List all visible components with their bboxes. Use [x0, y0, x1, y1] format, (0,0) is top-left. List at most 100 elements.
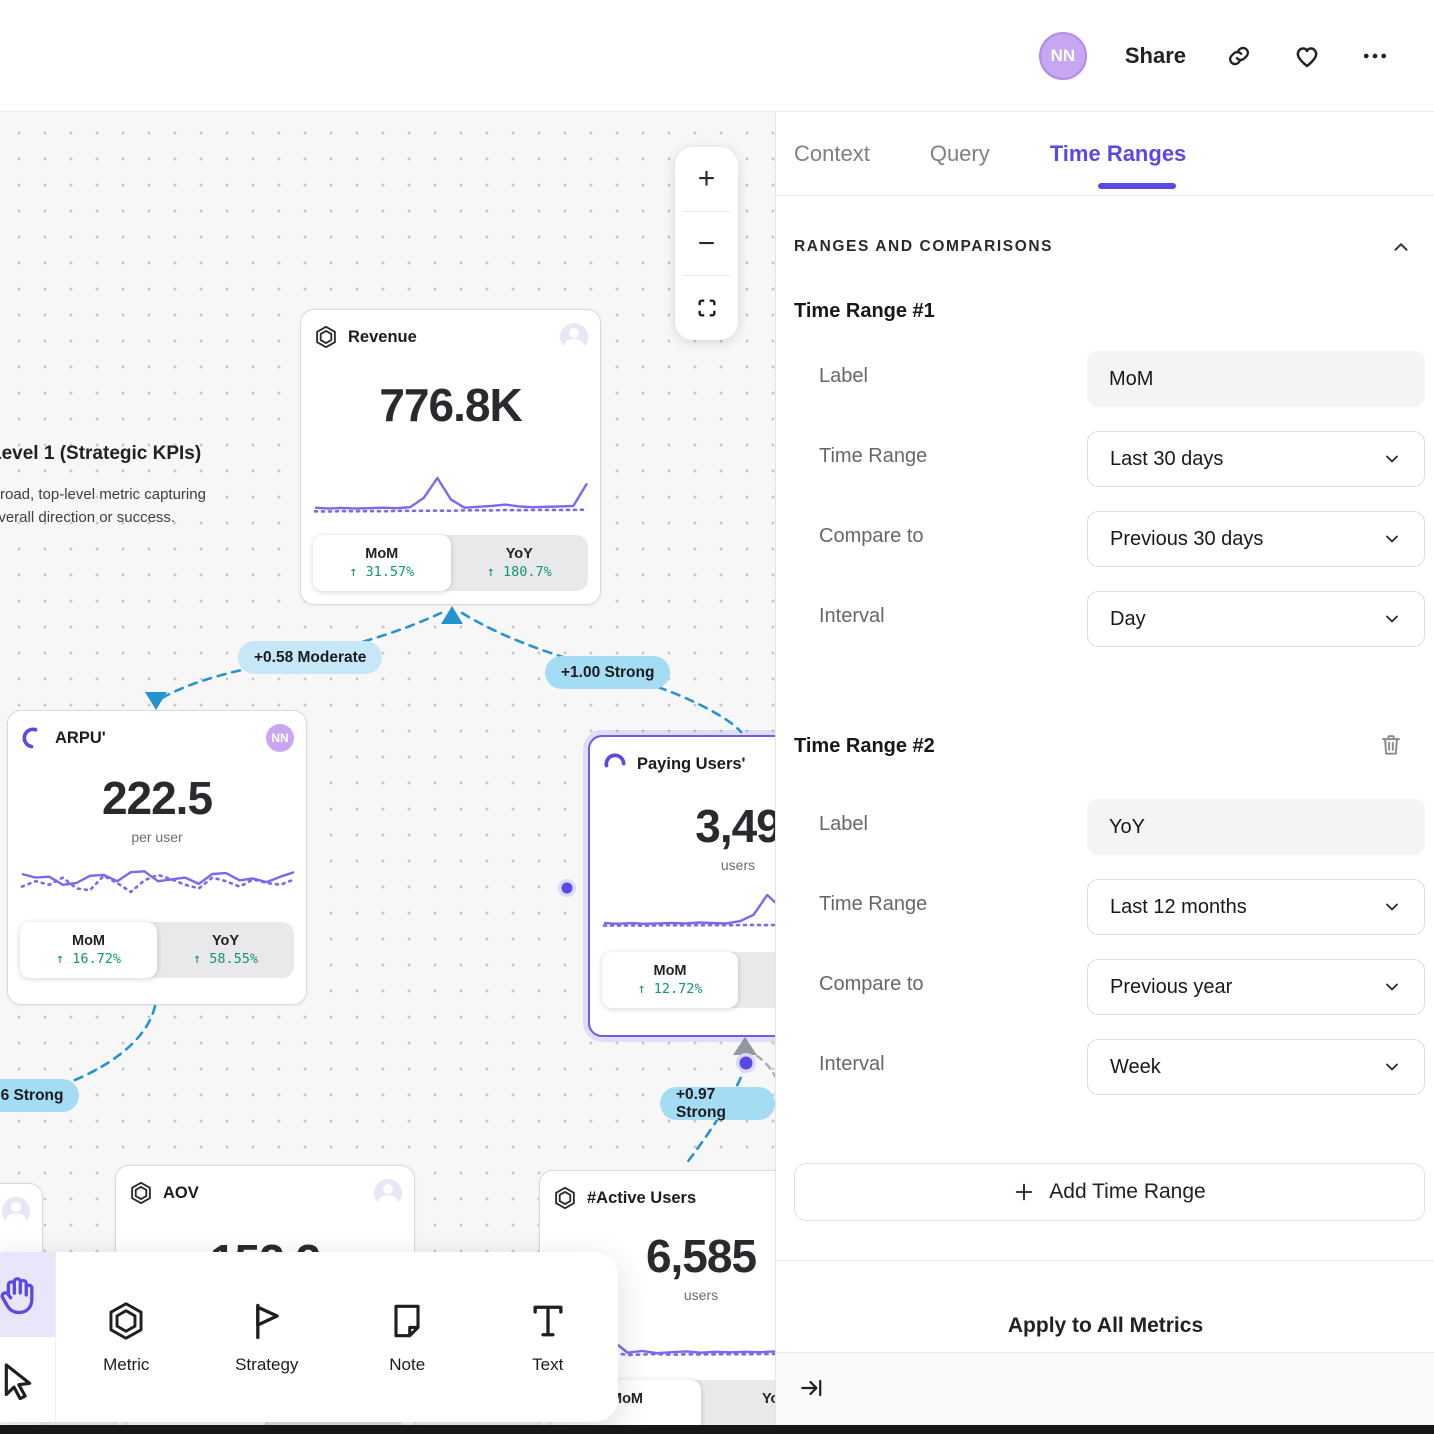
select-value: Last 12 months — [1110, 895, 1247, 918]
arrowhead-up-revenue — [441, 606, 463, 624]
toolbar-item-note[interactable]: Note — [337, 1252, 478, 1422]
compare-to-select-2[interactable]: Previous year — [1087, 959, 1425, 1015]
label-input-value: YoY — [1109, 815, 1145, 838]
note-icon — [394, 1304, 420, 1338]
time-range-2-title: Time Range #2 — [794, 735, 935, 757]
card-title: AOV — [163, 1183, 199, 1202]
note-title: Level 1 (Strategic KPIs) — [0, 443, 202, 464]
toggle-label: MoM — [609, 1391, 643, 1407]
field-label: Time Range — [819, 893, 928, 915]
correlation-badge-strong-2[interactable]: 66 Strong — [0, 1079, 80, 1112]
divider — [683, 210, 730, 212]
toolbar-item-strategy[interactable]: Strategy — [197, 1252, 338, 1422]
toolbar-items: Metric Strategy Note — [56, 1252, 618, 1422]
sparkline-chart — [313, 476, 589, 513]
card-title: ARPU' — [55, 728, 106, 747]
collapse-panel-button[interactable] — [794, 1371, 828, 1405]
zoom-in-button[interactable]: + — [675, 147, 738, 211]
metric-card-arpu[interactable]: ARPU' NN 222.5 per user MoM ↑ 16.72% YoY… — [7, 710, 307, 1005]
field-row-range-2: Time Range Last 12 months — [776, 879, 1434, 935]
arrowhead-down-arpu — [145, 692, 167, 710]
metric-value: 3,49 — [695, 800, 782, 852]
chevron-down-icon — [1386, 455, 1398, 463]
heart-icon — [1296, 47, 1318, 68]
select-tool-button[interactable] — [0, 1337, 55, 1422]
toggle-yoy[interactable]: YoY ↑ 180.7% — [451, 535, 589, 591]
more-options-button[interactable] — [1360, 41, 1390, 71]
hexagon-metric-icon — [109, 1302, 143, 1340]
toolbar-item-label: Strategy — [235, 1355, 299, 1374]
toggle-pct: ↑ 58.55% — [192, 951, 259, 967]
select-value: Week — [1110, 1055, 1161, 1078]
tab-query[interactable]: Query — [929, 140, 990, 166]
metric-card-revenue[interactable]: Revenue 776.8K MoM ↑ 31.57% YoY ↑ 180.7% — [300, 309, 601, 605]
interval-select-1[interactable]: Day — [1087, 591, 1425, 647]
connection-dot — [561, 882, 573, 894]
correlation-badge-strong-1[interactable]: +1.00 Strong — [545, 656, 671, 689]
zoom-out-button[interactable]: − — [675, 212, 738, 276]
field-row-compare-1: Compare to Previous 30 days — [776, 511, 1434, 567]
toggle-mom[interactable]: MoM ↑ 31.57% — [313, 535, 451, 591]
ellipsis-icon — [1363, 53, 1387, 59]
field-label: Interval — [819, 605, 885, 627]
arrowhead-up-paying-gray — [733, 1037, 757, 1055]
toggle-label: MoM — [653, 963, 687, 979]
zoom-controls: + − — [675, 147, 738, 340]
time-range-select-1[interactable]: Last 30 days — [1087, 431, 1425, 487]
correlation-badge-moderate[interactable]: +0.58 Moderate — [238, 641, 383, 674]
toggle-label: YoY — [505, 546, 533, 562]
toggle-pct: ↑ 16.72% — [55, 951, 122, 967]
field-row-compare-2: Compare to Previous year — [776, 959, 1434, 1015]
plus-icon: + — [697, 161, 716, 195]
plus-icon — [1016, 1183, 1033, 1201]
tab-time-ranges[interactable]: Time Ranges — [1049, 140, 1187, 166]
toggle-label: MoM — [71, 933, 105, 949]
settings-panel: Context Query Time Ranges RANGES AND COM… — [775, 112, 1434, 1425]
collapse-right-icon — [801, 1379, 822, 1397]
card-title: #Active Users — [587, 1188, 697, 1207]
metric-value: 6,585 — [645, 1230, 757, 1282]
chevron-down-icon — [1386, 535, 1398, 543]
spinner-icon — [22, 727, 44, 749]
field-label: Interval — [819, 1053, 885, 1075]
avatar-placeholder-icon — [560, 323, 588, 351]
label-input-2[interactable]: YoY — [1087, 799, 1425, 855]
add-time-range-button[interactable]: Add Time Range — [794, 1163, 1425, 1221]
select-value: Previous 30 days — [1110, 527, 1264, 550]
field-row-interval-1: Interval Day — [776, 591, 1434, 647]
toggle-mom[interactable]: MoM ↑ 16.72% — [20, 922, 157, 978]
metric-tree-canvas[interactable]: Level 1 (Strategic KPIs) Broad, top-leve… — [0, 112, 888, 1434]
field-row-interval-2: Interval Week — [776, 1039, 1434, 1095]
hand-tool-button[interactable] — [0, 1252, 55, 1337]
field-label: Time Range — [819, 445, 928, 467]
fit-view-button[interactable] — [675, 276, 738, 340]
ranges-section-header[interactable]: RANGES AND COMPARISONS — [794, 236, 1412, 258]
time-range-select-2[interactable]: Last 12 months — [1087, 879, 1425, 935]
panel-footer — [776, 1353, 1434, 1425]
canvas-note[interactable]: Level 1 (Strategic KPIs) Broad, top-leve… — [0, 443, 250, 529]
metric-unit: users — [720, 857, 756, 873]
favorite-button[interactable] — [1292, 41, 1322, 71]
tab-context[interactable]: Context — [794, 140, 870, 166]
toggle-pct: ↑ 31.57% — [349, 564, 415, 580]
delete-time-range-button[interactable] — [1376, 729, 1406, 761]
interval-select-2[interactable]: Week — [1087, 1039, 1425, 1095]
user-avatar[interactable]: NN — [1038, 32, 1087, 80]
correlation-badge-strong-3[interactable]: +0.97 Strong — [660, 1086, 775, 1121]
field-label: Label — [819, 813, 868, 835]
chevron-up-icon[interactable] — [1390, 236, 1412, 258]
trash-icon — [1381, 735, 1401, 755]
flag-icon — [255, 1303, 279, 1340]
share-button[interactable]: Share — [1124, 43, 1186, 68]
compare-to-select-1[interactable]: Previous 30 days — [1087, 511, 1425, 567]
toolbar-item-metric[interactable]: Metric — [56, 1252, 197, 1422]
toggle-mom[interactable]: MoM ↑ 12.72% — [602, 952, 738, 1008]
toggle-yoy[interactable]: YoY ↑ 58.55% — [157, 922, 294, 978]
apply-all-metrics-button[interactable]: Apply to All Metrics — [1007, 1314, 1204, 1337]
copy-link-button[interactable] — [1224, 41, 1254, 71]
label-input-1[interactable]: MoM — [1087, 351, 1425, 407]
avatar-nn-badge: NN — [266, 724, 294, 752]
hexagon-metric-icon — [316, 325, 336, 349]
chevron-down-icon — [1386, 903, 1398, 911]
toolbar-item-text[interactable]: Text — [478, 1252, 619, 1422]
